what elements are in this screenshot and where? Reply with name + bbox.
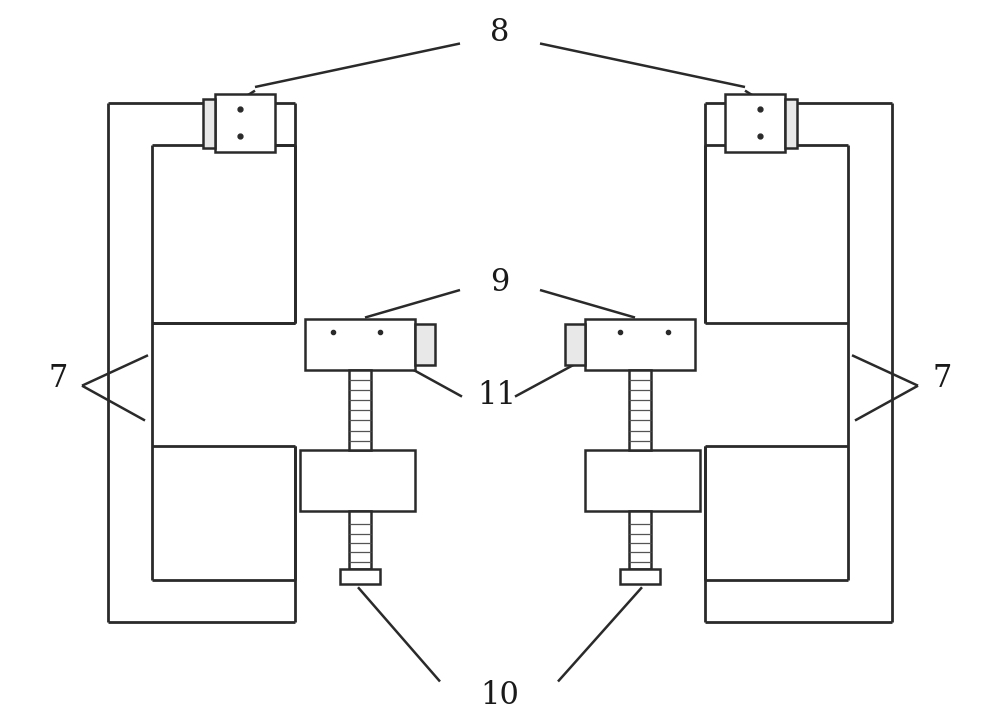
Bar — [565, 324, 585, 365]
Bar — [585, 450, 700, 511]
Text: 7: 7 — [932, 363, 952, 394]
Bar — [215, 94, 275, 152]
Bar — [785, 99, 797, 148]
Text: 10: 10 — [481, 681, 519, 711]
Bar — [349, 370, 371, 450]
Bar — [620, 569, 660, 584]
Bar — [415, 324, 435, 365]
Text: 11: 11 — [478, 380, 516, 410]
Bar — [340, 569, 380, 584]
Bar — [725, 94, 785, 152]
Bar — [300, 450, 415, 511]
Bar — [585, 319, 695, 370]
Bar — [629, 511, 651, 569]
Bar — [349, 511, 371, 569]
Bar — [629, 370, 651, 450]
Text: 8: 8 — [490, 17, 510, 48]
Bar — [203, 99, 215, 148]
Bar — [305, 319, 415, 370]
Text: 9: 9 — [490, 268, 510, 298]
Text: 7: 7 — [48, 363, 68, 394]
